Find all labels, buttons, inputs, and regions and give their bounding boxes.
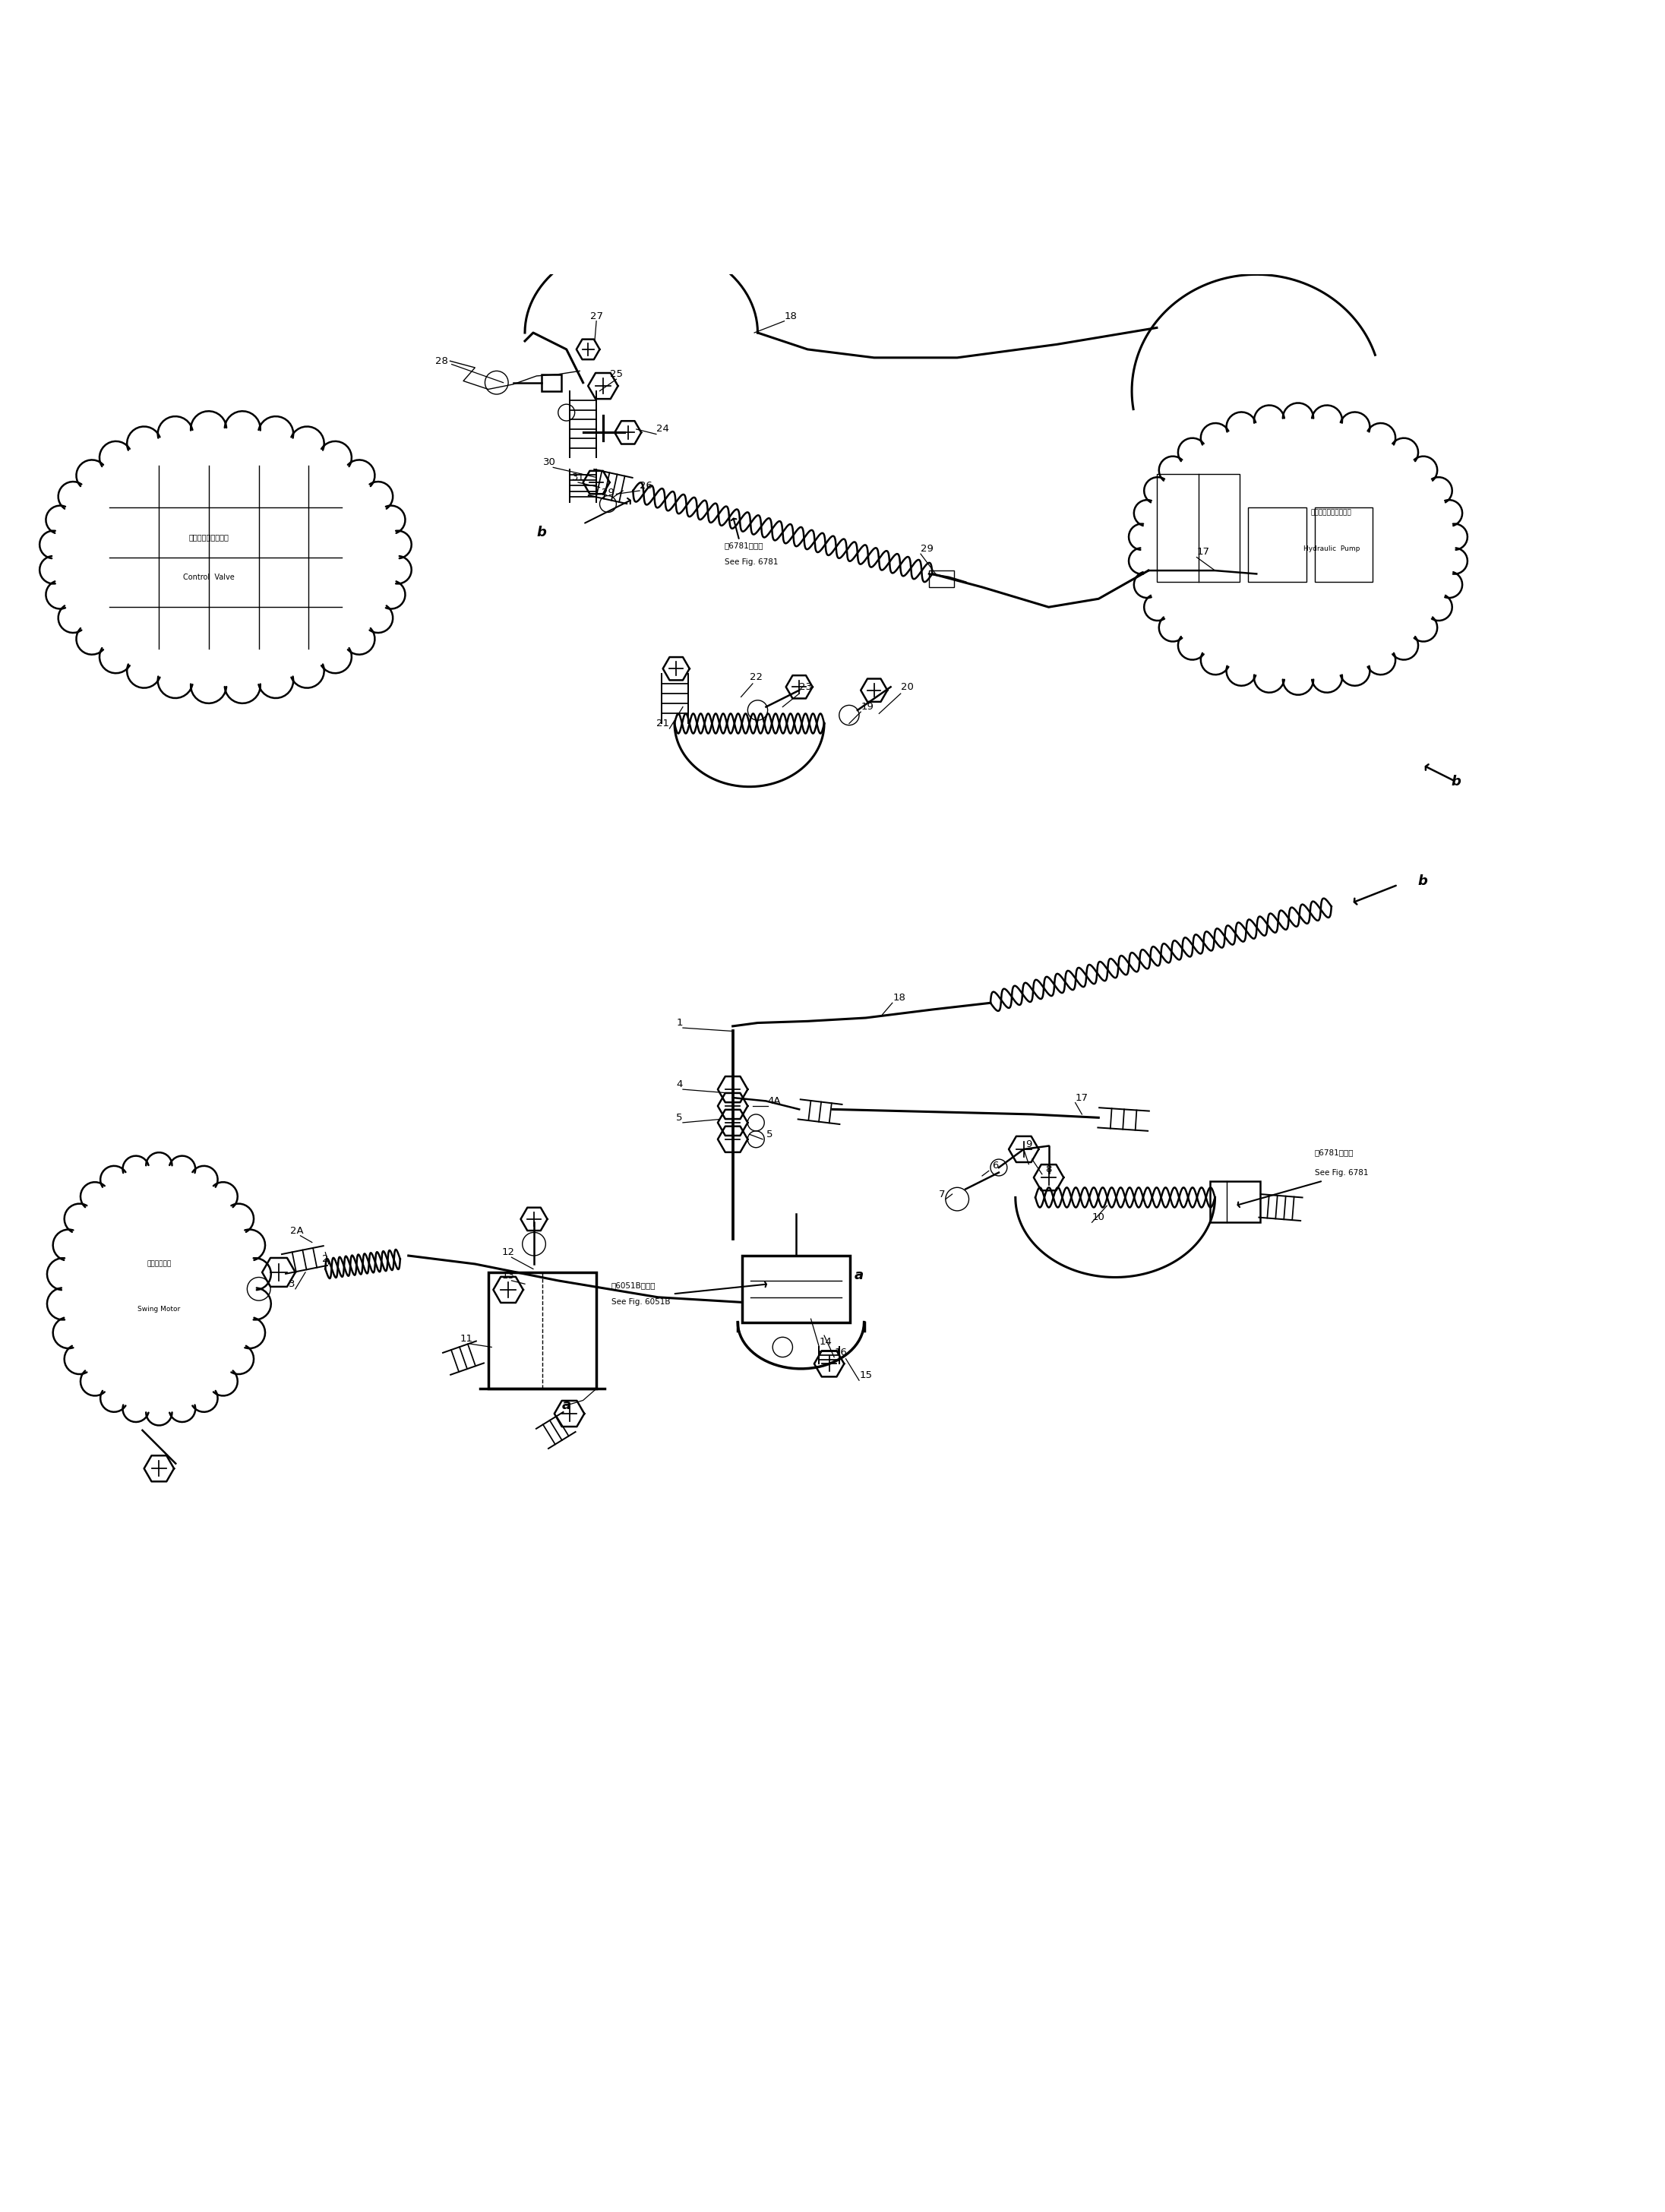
Text: 26: 26 (639, 480, 653, 491)
Text: 22: 22 (749, 672, 763, 681)
Text: 24: 24 (656, 425, 669, 434)
Text: 31: 31 (571, 473, 584, 482)
Text: 第6781図参照: 第6781図参照 (1315, 1148, 1354, 1157)
Text: 14: 14 (819, 1338, 832, 1347)
Text: 30: 30 (543, 458, 556, 467)
Text: Control  Valve: Control Valve (183, 573, 235, 582)
Text: 29: 29 (601, 487, 614, 498)
Text: Hydraulic  Pump: Hydraulic Pump (1304, 546, 1360, 553)
Text: a: a (561, 1398, 571, 1411)
Text: 4A: 4A (768, 1097, 781, 1106)
Text: 17: 17 (1076, 1093, 1089, 1102)
Bar (541, 374, 561, 392)
Text: 1: 1 (676, 1018, 683, 1029)
Text: 6: 6 (992, 1161, 999, 1170)
Bar (488, 1272, 596, 1389)
Text: 20: 20 (901, 681, 914, 692)
Bar (1249, 507, 1307, 582)
Bar (743, 1256, 849, 1323)
Bar (1315, 507, 1374, 582)
Text: 8: 8 (1046, 1164, 1052, 1175)
Text: See Fig. 6051B: See Fig. 6051B (611, 1298, 671, 1305)
Text: コントロールバルブ: コントロールバルブ (188, 533, 230, 542)
Text: 15: 15 (859, 1371, 872, 1380)
Text: b: b (1452, 774, 1460, 787)
Text: 21: 21 (656, 719, 669, 728)
Text: 11: 11 (460, 1334, 473, 1343)
Text: 16: 16 (834, 1347, 847, 1356)
Text: 5: 5 (676, 1113, 683, 1121)
Text: 5: 5 (766, 1130, 773, 1139)
Text: 9: 9 (1026, 1139, 1032, 1150)
Text: 第6051B図参照: 第6051B図参照 (611, 1281, 656, 1290)
Text: 4: 4 (676, 1079, 683, 1088)
Text: 13: 13 (501, 1270, 514, 1281)
Text: See Fig. 6781: See Fig. 6781 (724, 557, 778, 566)
Text: 10: 10 (1092, 1212, 1106, 1223)
Bar (1210, 1181, 1260, 1223)
Text: 7: 7 (939, 1190, 946, 1199)
Text: b: b (1419, 874, 1427, 889)
Text: 旋回　モータ: 旋回 モータ (147, 1261, 171, 1267)
Text: 2A: 2A (290, 1225, 303, 1237)
Text: 29: 29 (921, 544, 934, 553)
Text: 19: 19 (861, 701, 874, 712)
Text: 18: 18 (784, 312, 798, 321)
Text: 12: 12 (501, 1248, 514, 1256)
Text: 25: 25 (609, 369, 623, 378)
Text: a: a (854, 1270, 864, 1283)
Text: 17: 17 (1197, 546, 1210, 557)
Text: See Fig. 6781: See Fig. 6781 (1315, 1168, 1369, 1177)
Text: Swing Motor: Swing Motor (138, 1305, 180, 1312)
Text: 2: 2 (321, 1254, 328, 1263)
Bar (929, 571, 954, 586)
Bar (1157, 473, 1240, 582)
Text: 27: 27 (589, 312, 603, 321)
Text: 18: 18 (892, 993, 906, 1002)
Text: 第6781図参照: 第6781図参照 (724, 542, 764, 549)
Text: 3: 3 (288, 1279, 295, 1290)
Text: ハイドロリックボンプ: ハイドロリックボンプ (1310, 509, 1352, 515)
Text: 28: 28 (435, 356, 448, 365)
Text: 23: 23 (799, 681, 813, 692)
Text: b: b (536, 526, 546, 540)
